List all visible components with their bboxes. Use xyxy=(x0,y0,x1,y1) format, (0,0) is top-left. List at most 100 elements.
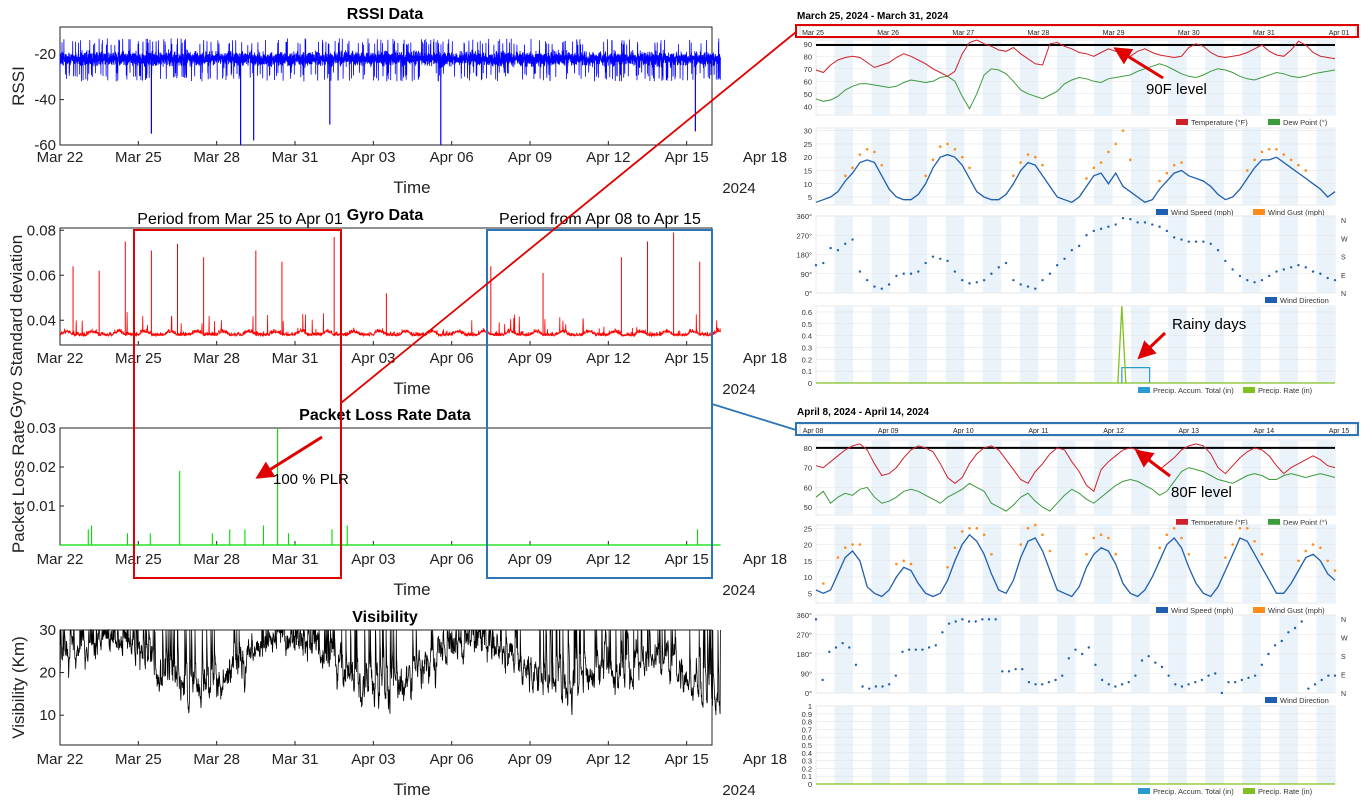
night-band xyxy=(1205,306,1224,383)
y-tick-label: 60 xyxy=(804,483,812,492)
night-band xyxy=(1019,128,1039,205)
gust-point xyxy=(1114,552,1118,556)
direction-point xyxy=(854,663,858,667)
legend-label: Temperature (°F) xyxy=(1191,118,1248,127)
direction-point xyxy=(967,620,971,623)
direction-point xyxy=(1319,272,1322,275)
year-label: 2024 xyxy=(722,180,755,197)
x-tick-label: Mar 22 xyxy=(37,149,84,166)
wind-speed-line xyxy=(815,533,1336,598)
direction-point xyxy=(1253,674,1257,677)
gust-point xyxy=(1092,536,1096,540)
y-tick-label: 50 xyxy=(804,90,812,99)
legend-swatch xyxy=(1265,297,1277,303)
gust-point xyxy=(1238,526,1242,530)
night-band xyxy=(834,306,854,383)
direction-point xyxy=(1320,678,1323,682)
night-band xyxy=(908,440,928,515)
gust-point xyxy=(843,174,847,178)
direction-point xyxy=(1151,223,1154,226)
night-band xyxy=(1316,525,1335,603)
direction-point xyxy=(1094,663,1097,667)
gust-point xyxy=(1282,153,1286,156)
gust-point xyxy=(1260,150,1264,154)
date-strip-label: Apr 13 xyxy=(1178,428,1199,435)
direction-point xyxy=(1174,683,1177,686)
night-band xyxy=(871,306,891,383)
y-tick-label: 30 xyxy=(804,127,812,136)
direction-point xyxy=(1021,667,1024,671)
y-tick-label: 20 xyxy=(39,665,56,682)
x-tick-label: Mar 22 xyxy=(37,751,84,768)
night-band xyxy=(1131,40,1150,115)
weather-week-2: April 8, 2024 - April 14, 2024 Apr 08 Apr … xyxy=(796,407,1357,796)
chart-title: Visibility xyxy=(352,609,418,626)
night-band xyxy=(1094,128,1113,205)
direction-point xyxy=(1327,674,1330,677)
direction-point xyxy=(1136,221,1139,224)
night-band xyxy=(908,40,928,115)
y-tick-label: 30 xyxy=(39,622,56,639)
direction-point xyxy=(954,620,957,623)
gust-point xyxy=(880,163,884,167)
direction-point xyxy=(1180,685,1184,688)
y-tick-label: 0.03 xyxy=(27,420,56,437)
chart-title: Gyro Data xyxy=(347,207,424,224)
direction-point xyxy=(1143,221,1147,224)
x-tick-label: Mar 28 xyxy=(193,551,240,568)
legend-swatch xyxy=(1156,607,1168,613)
y-tick-label: 0.04 xyxy=(27,312,56,329)
direction-point xyxy=(1280,639,1283,643)
rssi-trace xyxy=(59,38,721,82)
chart-title: Packet Loss Rate Data xyxy=(299,407,471,424)
compass-label: N xyxy=(1341,218,1346,225)
y-tick-label: 20 xyxy=(804,153,812,162)
direction-point xyxy=(953,270,957,273)
weather-panel-precip: 0.6 0.5 0.4 0.3 0.2 0.1 0 Precip. Accum. Total … xyxy=(802,305,1336,395)
y-tick-label: 80 xyxy=(804,444,812,453)
chart-panel-1: RSSI Data Mar 22 Mar 25 Mar 28 Mar 31 Apr 03 A… xyxy=(9,6,787,197)
night-band xyxy=(1131,525,1150,603)
gust-point xyxy=(924,174,927,178)
x-tick-label: Apr 06 xyxy=(430,751,474,768)
gust-point xyxy=(909,562,913,566)
gust-point xyxy=(990,552,993,556)
period2-label: Period from Apr 08 to Apr 15 xyxy=(499,211,701,228)
weather-panel-precip: 10.90.80.70.60.50.40.30.20.10 Precip. Acc… xyxy=(802,702,1336,796)
y-tick-label: 15 xyxy=(804,166,812,175)
night-band xyxy=(1056,306,1076,383)
direction-point xyxy=(1048,272,1052,275)
y-tick-label: 10 xyxy=(804,180,812,189)
gust-point xyxy=(1267,147,1271,151)
gust-point xyxy=(1297,559,1300,563)
legend-label: Wind Gust (mph) xyxy=(1268,606,1325,615)
direction-point xyxy=(1273,644,1277,647)
direction-point xyxy=(909,272,913,275)
night-band xyxy=(1279,525,1298,603)
legend-label: Wind Direction xyxy=(1280,696,1329,705)
gust-point xyxy=(1165,533,1169,537)
gust-point xyxy=(1165,171,1169,175)
night-band xyxy=(1019,525,1039,603)
gust-point xyxy=(1107,150,1110,154)
direction-point xyxy=(1127,680,1130,684)
gust-point xyxy=(960,155,964,159)
temperature-line xyxy=(815,443,1336,493)
direction-point xyxy=(1121,216,1125,220)
x-tick-label: Apr 18 xyxy=(743,149,787,166)
x-tick-label: Apr 06 xyxy=(430,149,474,166)
direction-point xyxy=(1293,626,1297,630)
direction-point xyxy=(1160,665,1164,669)
direction-point xyxy=(1047,680,1051,684)
date-strip-label: Apr 09 xyxy=(878,428,899,435)
x-tick-label: Mar 31 xyxy=(272,350,319,367)
direction-point xyxy=(1056,263,1059,267)
y-tick-label: 0.4 xyxy=(802,749,812,758)
direction-point xyxy=(1209,242,1212,246)
x-tick-label: Apr 09 xyxy=(508,350,552,367)
gust-point xyxy=(1158,546,1161,550)
direction-point xyxy=(1313,683,1317,686)
night-band xyxy=(1316,128,1335,205)
compass-label: N xyxy=(1341,691,1346,698)
rainy-label: Rainy days xyxy=(1172,316,1246,333)
